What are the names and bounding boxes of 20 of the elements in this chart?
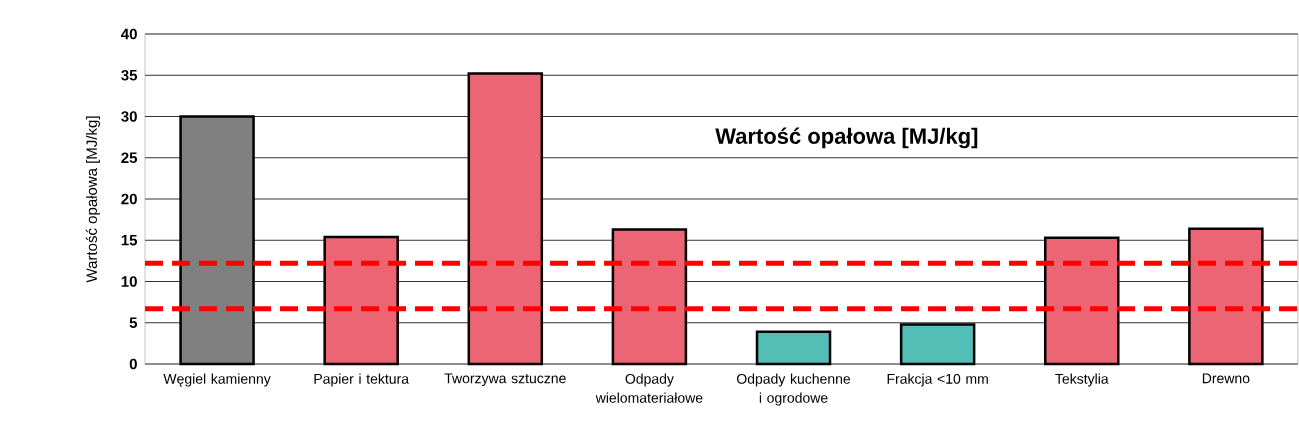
- y-tick-label: 35: [121, 69, 138, 81]
- x-tick-label: Papier i tektura: [314, 373, 410, 387]
- y-tick-label: 25: [121, 152, 138, 164]
- x-tick-label: Węgiel kamienny: [163, 373, 271, 387]
- x-tick-label: Odpady kuchenne i ogrodowe: [736, 373, 851, 406]
- x-tick-label: Drewno: [1202, 373, 1250, 384]
- y-tick-label: 5: [129, 317, 138, 328]
- y-tick-label: 0: [129, 358, 137, 370]
- y-tick-label: 20: [121, 193, 137, 205]
- x-tick-label: Odpady wielomateriałowe: [595, 373, 703, 403]
- text: Wartość opałowa [MJ/kg]: [715, 127, 978, 149]
- y-tick-label: 40: [121, 28, 137, 40]
- bar: [755, 330, 832, 366]
- y-tick-label: 30: [121, 111, 137, 122]
- x-tick-label: Tekstylia: [1055, 373, 1109, 387]
- x-tick-label: Tworzywa sztuczne: [444, 373, 566, 387]
- y-tick-label: 10: [121, 276, 137, 287]
- y-tick-label: 15: [121, 235, 138, 246]
- y-axis-title: Wartość opałowa [MJ/kg]: [85, 116, 100, 283]
- x-tick-label: Frakcja <10 mm: [887, 373, 988, 387]
